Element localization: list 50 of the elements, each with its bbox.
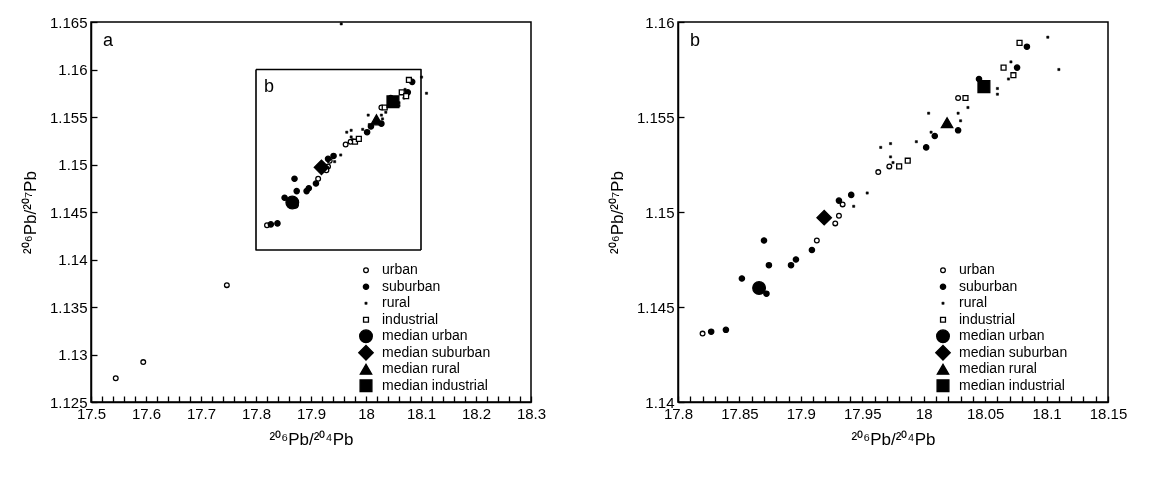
y-tick-label: 1.165: [49, 13, 88, 31]
x-tick-label: 17.9: [786, 404, 816, 422]
y-tick-label: 1.16: [645, 13, 675, 31]
x-tick-label: 18.15: [1089, 404, 1128, 422]
x-tick-label: 18.05: [966, 404, 1005, 422]
x-tick-label: 18.1: [406, 404, 437, 422]
y-tick-label: 1.16: [58, 61, 88, 78]
legend-label: median suburban: [959, 343, 1068, 360]
legend-label: suburban: [959, 277, 1018, 294]
legend-label: median industrial: [382, 376, 488, 393]
x-tick-label: 17.85: [721, 404, 759, 422]
x-axis-title: ²⁰⁶Pb/²⁰⁴Pb: [851, 429, 936, 449]
y-tick-label: 1.145: [49, 203, 88, 221]
y-tick-label: 1.15: [58, 156, 88, 173]
y-axis-title: ²⁰⁶Pb/²⁰⁷Pb: [607, 171, 627, 254]
y-tick-label: 1.155: [49, 108, 88, 126]
y-tick-label: 1.145: [636, 298, 675, 316]
x-tick-label: 17.95: [844, 404, 882, 422]
legend-label: median rural: [959, 360, 1037, 377]
legend-label: median rural: [382, 360, 460, 377]
legend-label: median urban: [382, 327, 468, 344]
y-tick-label: 1.155: [636, 108, 675, 126]
x-tick-label: 18: [915, 404, 933, 422]
y-tick-label: 1.14: [58, 251, 88, 268]
x-tick-label: 18.3: [516, 404, 547, 422]
y-axis-title: ²⁰⁶Pb/²⁰⁷Pb: [20, 171, 40, 254]
legend-label: rural: [382, 294, 411, 311]
legend-label: median urban: [959, 327, 1045, 344]
y-tick-label: 1.15: [645, 203, 675, 221]
x-tick-label: 17.7: [186, 404, 217, 422]
y-tick-label: 1.135: [49, 298, 88, 316]
annotation: a: [103, 30, 114, 50]
x-tick-label: 18.2: [461, 404, 492, 422]
x-tick-label: 17.8: [241, 404, 272, 422]
y-tick-label: 1.13: [58, 346, 88, 363]
x-tick-label: 17.9: [296, 404, 327, 422]
legend-label: industrial: [382, 310, 439, 327]
x-tick-label: 18.1: [1032, 404, 1062, 422]
legend-label: industrial: [959, 310, 1016, 327]
legend-label: urban: [382, 261, 418, 278]
x-axis-title: ²⁰⁶Pb/²⁰⁴Pb: [269, 429, 354, 449]
legend-label: median suburban: [382, 343, 491, 360]
legend-label: rural: [959, 294, 988, 311]
annotation: b: [264, 75, 275, 96]
legend-label: suburban: [382, 277, 441, 294]
x-tick-label: 17.6: [131, 404, 162, 422]
legend-label: urban: [959, 261, 995, 278]
x-tick-label: 18: [358, 404, 375, 422]
annotation: b: [690, 30, 701, 50]
legend-label: median industrial: [959, 376, 1065, 393]
